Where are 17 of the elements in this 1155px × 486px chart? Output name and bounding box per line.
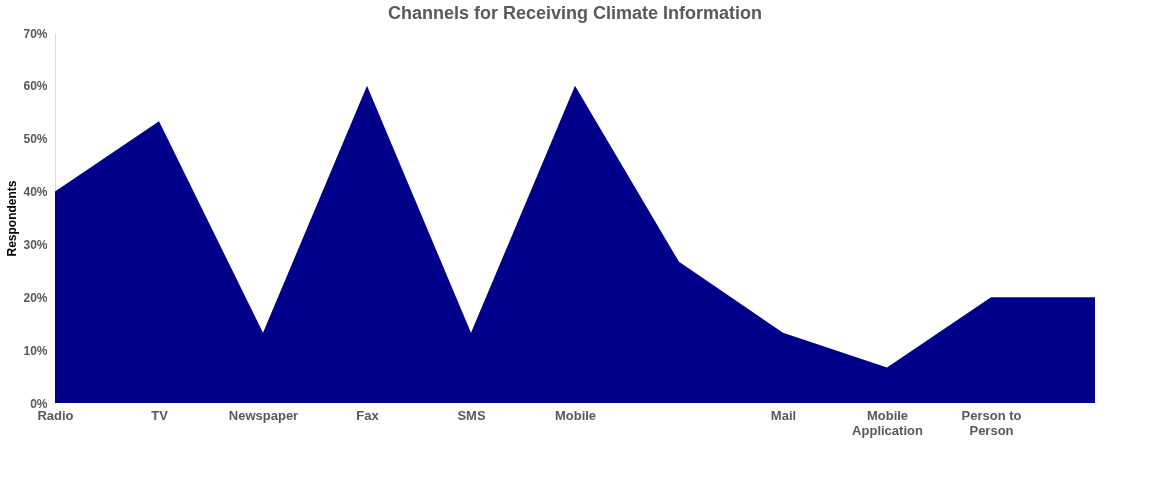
x-tick-label: Newspaper bbox=[228, 407, 299, 423]
x-tick-label: Mail bbox=[770, 407, 797, 423]
y-tick-label: 70% bbox=[23, 26, 48, 41]
x-tick-label: TV bbox=[151, 407, 169, 423]
x-tick-label: Mobile bbox=[554, 407, 597, 423]
y-tick-label: 30% bbox=[23, 237, 48, 252]
y-axis-title: Respondents bbox=[5, 180, 20, 257]
x-tick-label: Mobile Application bbox=[852, 407, 923, 438]
y-tick-label: 50% bbox=[23, 132, 48, 147]
chart-title: Channels for Receiving Climate Information bbox=[387, 3, 763, 23]
x-tick-label: Fax bbox=[356, 407, 380, 423]
x-tick-label: Person to Person bbox=[961, 407, 1022, 438]
y-tick-label: 60% bbox=[23, 79, 48, 94]
y-tick-label: 10% bbox=[23, 343, 48, 358]
y-tick-label: 20% bbox=[23, 290, 48, 305]
x-tick-label: SMS bbox=[457, 407, 486, 423]
y-tick-label: 40% bbox=[23, 185, 48, 200]
